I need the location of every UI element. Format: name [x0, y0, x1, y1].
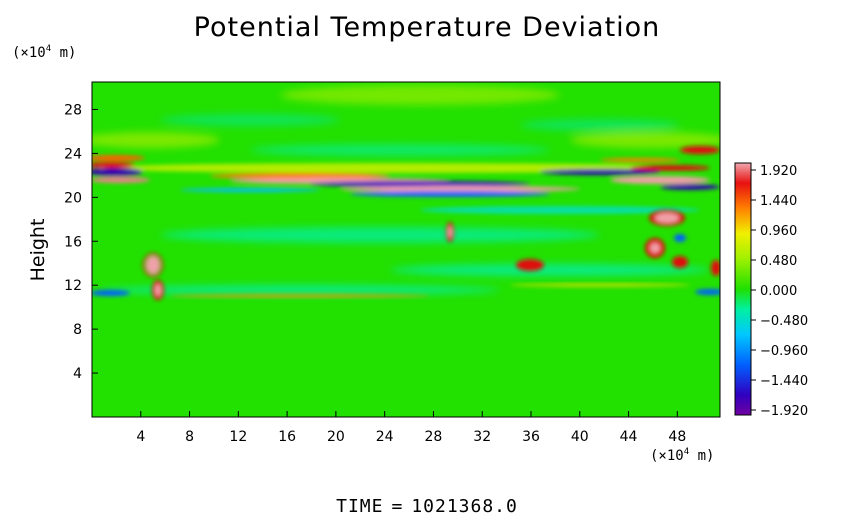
y-tick-label: 8	[73, 322, 82, 338]
x-axis-unit: (×104 m)	[650, 447, 715, 464]
x-tick-label: 24	[376, 429, 394, 445]
colorbar-tick-label: 1.920	[760, 164, 797, 179]
time-label: TIME	[336, 496, 384, 517]
y-tick-label: 12	[64, 278, 82, 294]
y-tick-label: 20	[64, 190, 82, 206]
colorbar-tick-label: −1.440	[760, 374, 808, 389]
time-equals: =	[391, 496, 404, 517]
colorbar-tick-label: −0.960	[760, 344, 808, 359]
time-readout: TIME = 1021368.0	[0, 496, 854, 517]
y-tick-label: 4	[73, 366, 82, 382]
chart-title: Potential Temperature Deviation	[193, 12, 661, 43]
x-tick-label: 40	[571, 429, 589, 445]
x-tick-label: 28	[425, 429, 443, 445]
x-axis-ticks: 4 8 12 16 20 24 28 32 36 40 44 48	[136, 411, 686, 445]
colorbar-tick-label: 0.480	[760, 254, 797, 269]
plot-frame	[91, 81, 721, 418]
y-tick-label: 28	[64, 102, 82, 118]
x-tick-label: 44	[620, 429, 638, 445]
y-axis-ticks: 4 8 12 16 20 24 28	[64, 102, 98, 382]
y-axis-unit: (×104 m)	[12, 44, 77, 61]
x-tick-label: 20	[327, 429, 345, 445]
y-tick-label: 24	[64, 146, 82, 162]
x-tick-label: 32	[473, 429, 491, 445]
colorbar	[734, 162, 752, 416]
x-tick-label: 16	[278, 429, 296, 445]
x-tick-label: 48	[668, 429, 686, 445]
x-tick-label: 36	[522, 429, 540, 445]
heatmap-field	[92, 82, 720, 417]
y-tick-label: 16	[64, 234, 82, 250]
time-value: 1021368.0	[411, 496, 518, 517]
colorbar-ticks: 1.920 1.440 0.960 0.480 0.000 −0.480 −0.960 −1.…	[751, 164, 808, 419]
x-tick-label: 12	[229, 429, 247, 445]
x-tick-label: 8	[185, 429, 194, 445]
colorbar-tick-label: −1.920	[760, 404, 808, 419]
x-tick-label: 4	[136, 429, 145, 445]
colorbar-tick-label: 0.000	[760, 284, 797, 299]
colorbar-tick-label: 1.440	[760, 194, 797, 209]
colorbar-tick-label: −0.480	[760, 314, 808, 329]
colorbar-tick-label: 0.960	[760, 224, 797, 239]
